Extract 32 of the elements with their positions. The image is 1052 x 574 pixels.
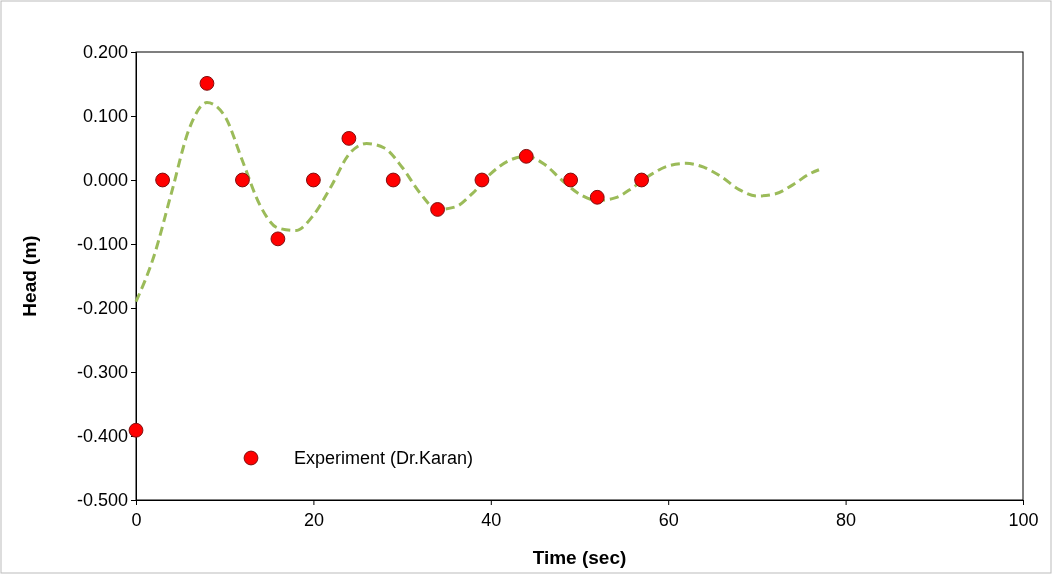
y-tick-label: -0.400 <box>76 426 128 447</box>
point <box>634 172 649 188</box>
x-tick-label: 20 <box>303 510 324 530</box>
point <box>341 131 357 146</box>
x-tick-label: 100 <box>1008 510 1039 530</box>
x-tick-label: 80 <box>836 510 857 530</box>
point <box>474 172 490 188</box>
x-axis-title: Time (sec) <box>532 547 627 568</box>
point <box>199 75 215 91</box>
legend-label: Experiment (Dr.Karan) <box>294 448 474 468</box>
x-tick-label: 0 <box>131 510 142 530</box>
y-tick-label: 0.200 <box>82 42 128 63</box>
y-tick-label: -0.200 <box>76 298 128 319</box>
y-tick-label: -0.300 <box>76 362 128 383</box>
point <box>155 172 171 188</box>
y-tick-label: 0.100 <box>82 106 128 127</box>
point <box>270 231 286 247</box>
x-tick-label: 60 <box>658 510 679 530</box>
y-tick-label: -0.100 <box>76 234 128 255</box>
point <box>430 202 445 217</box>
point <box>128 422 144 438</box>
y-axis-title: Head (m) <box>19 235 40 317</box>
y-tick-label: -0.500 <box>76 490 128 511</box>
line-series <box>134 101 821 304</box>
point <box>518 148 534 164</box>
x-tick-label: 40 <box>481 510 502 530</box>
point <box>563 172 579 188</box>
point <box>235 172 250 188</box>
point <box>589 189 605 205</box>
point <box>385 172 401 188</box>
point <box>305 172 321 188</box>
y-tick-label: 0.000 <box>82 170 128 191</box>
